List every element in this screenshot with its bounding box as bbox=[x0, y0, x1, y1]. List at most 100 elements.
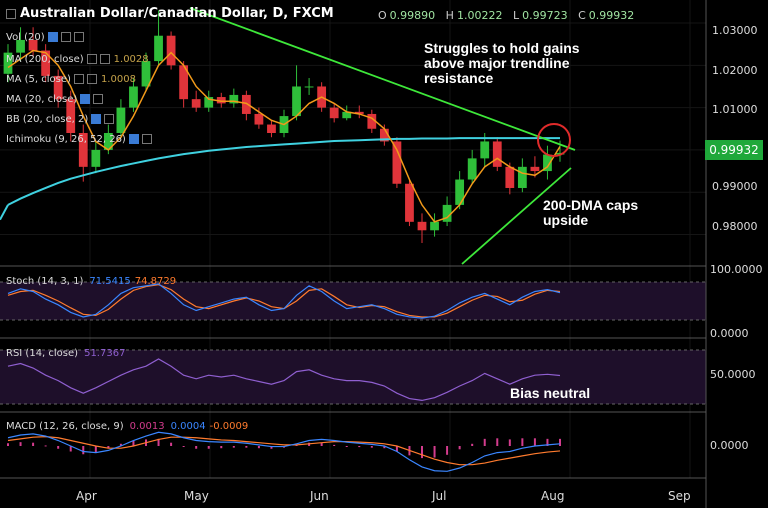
close-icon[interactable] bbox=[86, 74, 97, 84]
candle-body bbox=[342, 111, 352, 119]
indicator-ma200[interactable]: MA (200, close) 1.0028 bbox=[6, 54, 149, 65]
candle-body bbox=[241, 94, 251, 114]
annotation-rsi: Bias neutral bbox=[510, 385, 591, 401]
candle-body bbox=[379, 128, 389, 142]
close-icon[interactable] bbox=[73, 32, 84, 42]
month-label: Apr bbox=[76, 489, 97, 503]
settings-icon[interactable] bbox=[91, 114, 102, 124]
settings-icon[interactable] bbox=[80, 94, 91, 104]
ohlc-readout: O 0.99890 H 1.00222 L 0.99723 C 0.99932 bbox=[378, 9, 635, 22]
macd-hist-bar bbox=[333, 444, 336, 446]
macd-hist-bar bbox=[395, 446, 398, 452]
close-icon[interactable] bbox=[141, 134, 152, 144]
candle-body bbox=[442, 204, 452, 222]
candle-body bbox=[103, 133, 113, 150]
candle-body bbox=[53, 75, 63, 100]
candle-body bbox=[254, 113, 264, 125]
macd-hist-bar bbox=[7, 443, 9, 446]
resistance-trendline bbox=[189, 7, 576, 151]
indicator-ichimoku[interactable]: Ichimoku (9, 26, 52, 26) bbox=[6, 134, 152, 145]
macd-hist-bar bbox=[119, 443, 122, 446]
macd-axis-zero: 0.0000 bbox=[710, 439, 749, 452]
macd-hist-bar bbox=[458, 446, 461, 450]
candle-body bbox=[304, 86, 314, 88]
candle-body bbox=[329, 107, 339, 119]
candle-body bbox=[492, 141, 502, 167]
macd-hist-bar bbox=[421, 446, 423, 459]
stoch-panel-band bbox=[0, 282, 706, 320]
highlight-circle bbox=[537, 123, 571, 157]
candle-body bbox=[455, 179, 465, 205]
candle-body bbox=[141, 61, 151, 87]
macd-hist-bar bbox=[358, 446, 361, 448]
candle-body bbox=[3, 52, 13, 74]
indicator-ma5[interactable]: MA (5, close) 1.0008 bbox=[6, 74, 136, 85]
settings-icon[interactable] bbox=[47, 32, 58, 42]
settings-icon[interactable] bbox=[86, 54, 97, 64]
collapse-icon[interactable] bbox=[6, 8, 16, 19]
month-label: Jul bbox=[432, 489, 447, 503]
macd-hist-bar bbox=[44, 445, 47, 447]
candle-body bbox=[555, 152, 565, 155]
macd-line bbox=[7, 431, 561, 472]
candle-body bbox=[354, 111, 364, 114]
close-icon[interactable] bbox=[104, 114, 115, 124]
macd-hist-bar bbox=[508, 439, 511, 446]
macd-hist-bar bbox=[195, 446, 198, 449]
candle-body bbox=[392, 141, 402, 184]
last-price-tag: 0.99932 bbox=[705, 140, 763, 160]
macd-hist-bar bbox=[433, 446, 436, 458]
candle-body bbox=[530, 166, 540, 172]
indicator-ma20[interactable]: MA (20, close) bbox=[6, 94, 104, 105]
close-icon[interactable] bbox=[93, 94, 104, 104]
macd-hist-bar bbox=[496, 438, 499, 446]
candle-body bbox=[204, 97, 214, 108]
candle-body bbox=[480, 141, 490, 159]
macd-hist-bar bbox=[546, 438, 549, 446]
candle-body bbox=[229, 94, 239, 104]
macd-hist-bar bbox=[559, 438, 561, 446]
candle-body bbox=[505, 166, 515, 188]
candle-body bbox=[179, 65, 189, 100]
rsi-title[interactable]: RSI (14, close) 51.7367 bbox=[6, 348, 126, 359]
candle-body bbox=[16, 39, 25, 53]
macd-hist-bar bbox=[370, 446, 373, 448]
price-tick: 1.02000 bbox=[712, 64, 758, 77]
candle-body bbox=[66, 99, 76, 133]
close-icon[interactable] bbox=[99, 54, 110, 64]
candle-body bbox=[28, 39, 38, 51]
macd-hist-bar bbox=[521, 438, 524, 446]
macd-hist-bar bbox=[207, 446, 210, 449]
month-label: Sep bbox=[668, 489, 691, 503]
macd-hist-bar bbox=[132, 440, 135, 446]
candle-body bbox=[91, 149, 101, 167]
macd-hist-bar bbox=[157, 438, 160, 446]
indicator-bb[interactable]: BB (20, close, 2) bbox=[6, 114, 115, 125]
stoch-k-line bbox=[7, 283, 561, 319]
macd-hist-bar bbox=[270, 446, 273, 449]
candle-body bbox=[216, 97, 226, 104]
macd-hist-bar bbox=[182, 446, 185, 447]
candle-body bbox=[292, 86, 301, 117]
month-label: May bbox=[184, 489, 209, 503]
macd-hist-bar bbox=[220, 446, 223, 449]
macd-hist-bar bbox=[57, 446, 60, 449]
indicator-vol[interactable]: Vol (20) bbox=[6, 32, 84, 43]
settings-icon[interactable] bbox=[128, 134, 139, 144]
candle-body bbox=[41, 50, 51, 76]
candle-body bbox=[517, 166, 527, 188]
support-trendline bbox=[461, 167, 572, 265]
candle-body bbox=[417, 221, 427, 231]
macd-hist-bar bbox=[94, 446, 97, 453]
stoch-title[interactable]: Stoch (14, 3, 1) 71.5415 74.8729 bbox=[6, 276, 177, 287]
stoch-axis-top: 100.0000 bbox=[710, 263, 763, 276]
sub-panels bbox=[0, 281, 706, 472]
macd-title[interactable]: MACD (12, 26, close, 9) 0.0013 0.0004 -0.00… bbox=[6, 421, 249, 432]
macd-hist-bar bbox=[533, 438, 536, 446]
macd-hist-bar bbox=[446, 446, 449, 455]
candle-body bbox=[405, 183, 414, 222]
eye-icon[interactable] bbox=[60, 32, 71, 42]
settings-icon[interactable] bbox=[73, 74, 84, 84]
rsi-line bbox=[7, 358, 561, 402]
